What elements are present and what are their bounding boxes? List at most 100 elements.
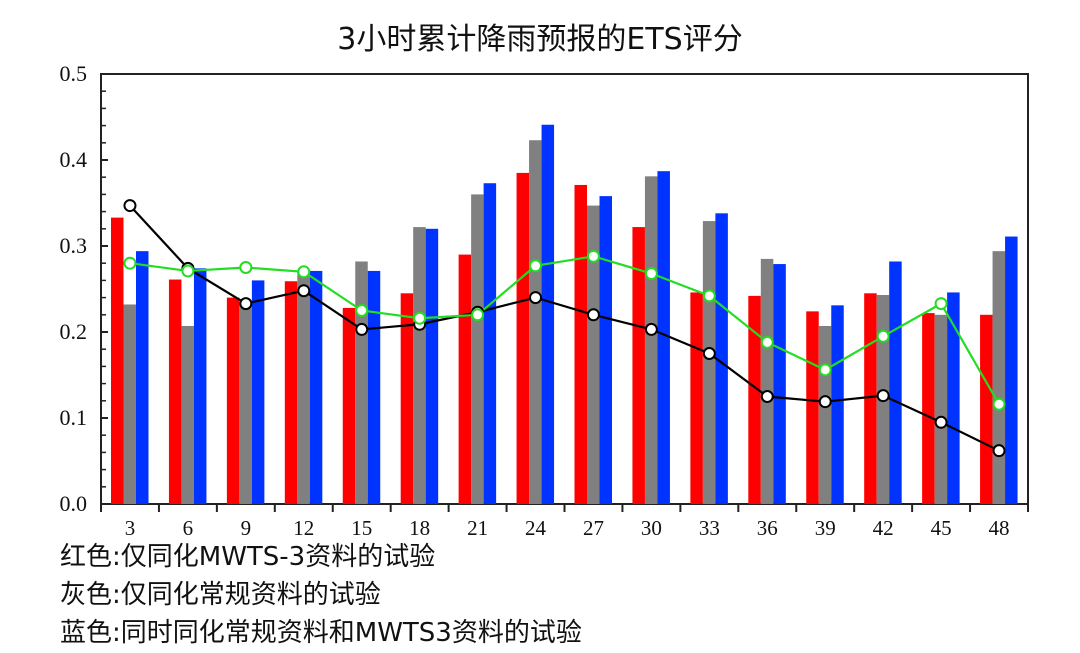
bar (992, 251, 1006, 504)
bar (123, 304, 136, 504)
x-tick-label: 12 (293, 516, 314, 540)
x-tick-label: 27 (583, 516, 604, 540)
legend-note-red: 红色:仅同化MWTS-3资料的试验 (60, 542, 436, 572)
line-marker (992, 444, 1006, 458)
x-tick-label: 3 (125, 516, 136, 540)
bar (226, 297, 240, 504)
bar (773, 264, 786, 504)
legend-note-gray: 灰色:仅同化常规资料的试验 (60, 580, 381, 610)
line-marker (586, 308, 600, 322)
x-tick-label: 9 (241, 516, 252, 540)
line-marker (702, 289, 716, 303)
line-marker (818, 363, 832, 377)
line-marker (181, 264, 195, 278)
bar (587, 205, 600, 504)
bar (818, 325, 832, 504)
y-tick-label: 0.5 (60, 61, 88, 86)
x-tick-label: 24 (525, 516, 547, 540)
line-marker (239, 297, 253, 311)
bar (342, 307, 356, 504)
line-marker (355, 322, 369, 336)
x-tick-label: 21 (467, 516, 488, 540)
x-tick-label: 33 (699, 516, 720, 540)
x-tick-label: 42 (873, 516, 894, 540)
x-tick-label: 30 (641, 516, 662, 540)
bar (168, 279, 182, 504)
line-marker (644, 267, 658, 281)
y-tick-label: 0.0 (60, 491, 88, 516)
bar (864, 293, 877, 504)
line-marker (123, 256, 137, 270)
bar (947, 292, 960, 504)
bar (715, 213, 728, 504)
x-tick-label: 15 (351, 516, 372, 540)
bar (425, 228, 439, 505)
bar (284, 281, 298, 504)
bar (541, 124, 555, 505)
line-marker (876, 329, 890, 343)
x-tick-label: 48 (989, 516, 1010, 540)
line-marker (934, 415, 948, 429)
x-tick-label: 6 (183, 516, 194, 540)
bar (483, 183, 497, 504)
bar (529, 140, 542, 504)
bar (297, 271, 310, 504)
line-marker (760, 335, 774, 349)
chart-title: 3小时累计降雨预报的ETS评分 (337, 22, 743, 57)
line-marker (355, 304, 369, 317)
line-marker (644, 322, 658, 336)
line-marker (818, 395, 832, 409)
bar (516, 172, 530, 504)
bar (831, 305, 844, 504)
line-marker (239, 261, 253, 274)
bar (702, 221, 716, 504)
line-marker (471, 308, 485, 322)
bar (309, 270, 323, 504)
bar (471, 194, 484, 504)
bar (367, 270, 381, 504)
x-tick-label: 39 (815, 516, 836, 540)
series-line (129, 204, 1000, 452)
bar (599, 196, 612, 504)
line-marker (992, 397, 1006, 411)
bar (239, 304, 252, 504)
line-marker (934, 297, 948, 311)
y-tick-label: 0.4 (60, 147, 88, 172)
bar (136, 251, 149, 504)
bar (181, 325, 194, 504)
x-tick-label: 18 (409, 516, 430, 540)
y-tick-label: 0.3 (60, 233, 88, 258)
line-marker (529, 259, 543, 273)
bar (111, 217, 124, 504)
bar (251, 280, 265, 504)
bar (1005, 236, 1018, 505)
bar (889, 261, 902, 504)
line-marker (586, 249, 600, 263)
bar (806, 311, 819, 504)
legend-note-blue: 蓝色:同时同化常规资料和MWTS3资料的试验 (60, 618, 582, 648)
bar (980, 314, 993, 504)
bar (760, 258, 774, 504)
bar (458, 254, 472, 504)
bar (644, 176, 658, 504)
line-marker (876, 389, 890, 403)
x-tick-label: 45 (931, 516, 952, 540)
line-marker (529, 291, 543, 305)
bar (934, 314, 948, 504)
series-line (129, 255, 1000, 405)
line-marker (413, 311, 427, 325)
bar (574, 184, 587, 504)
legend-notes: 红色:仅同化MWTS-3资料的试验 灰色:仅同化常规资料的试验 蓝色:同时同化常… (60, 538, 582, 652)
ets-bar-line-chart: 0.00.10.20.30.40.53 6 9 12 15 18 21 24 27 30 33 36 3… (60, 61, 1029, 540)
y-tick-label: 0.1 (60, 405, 88, 430)
bar (193, 268, 207, 504)
line-marker (760, 390, 774, 403)
line-marker (702, 347, 716, 360)
bar (632, 227, 645, 504)
bar (748, 295, 761, 504)
line-marker (297, 284, 311, 298)
y-tick-label: 0.2 (60, 319, 88, 344)
bar (657, 171, 670, 504)
bar (413, 227, 426, 504)
line-marker (297, 265, 311, 279)
